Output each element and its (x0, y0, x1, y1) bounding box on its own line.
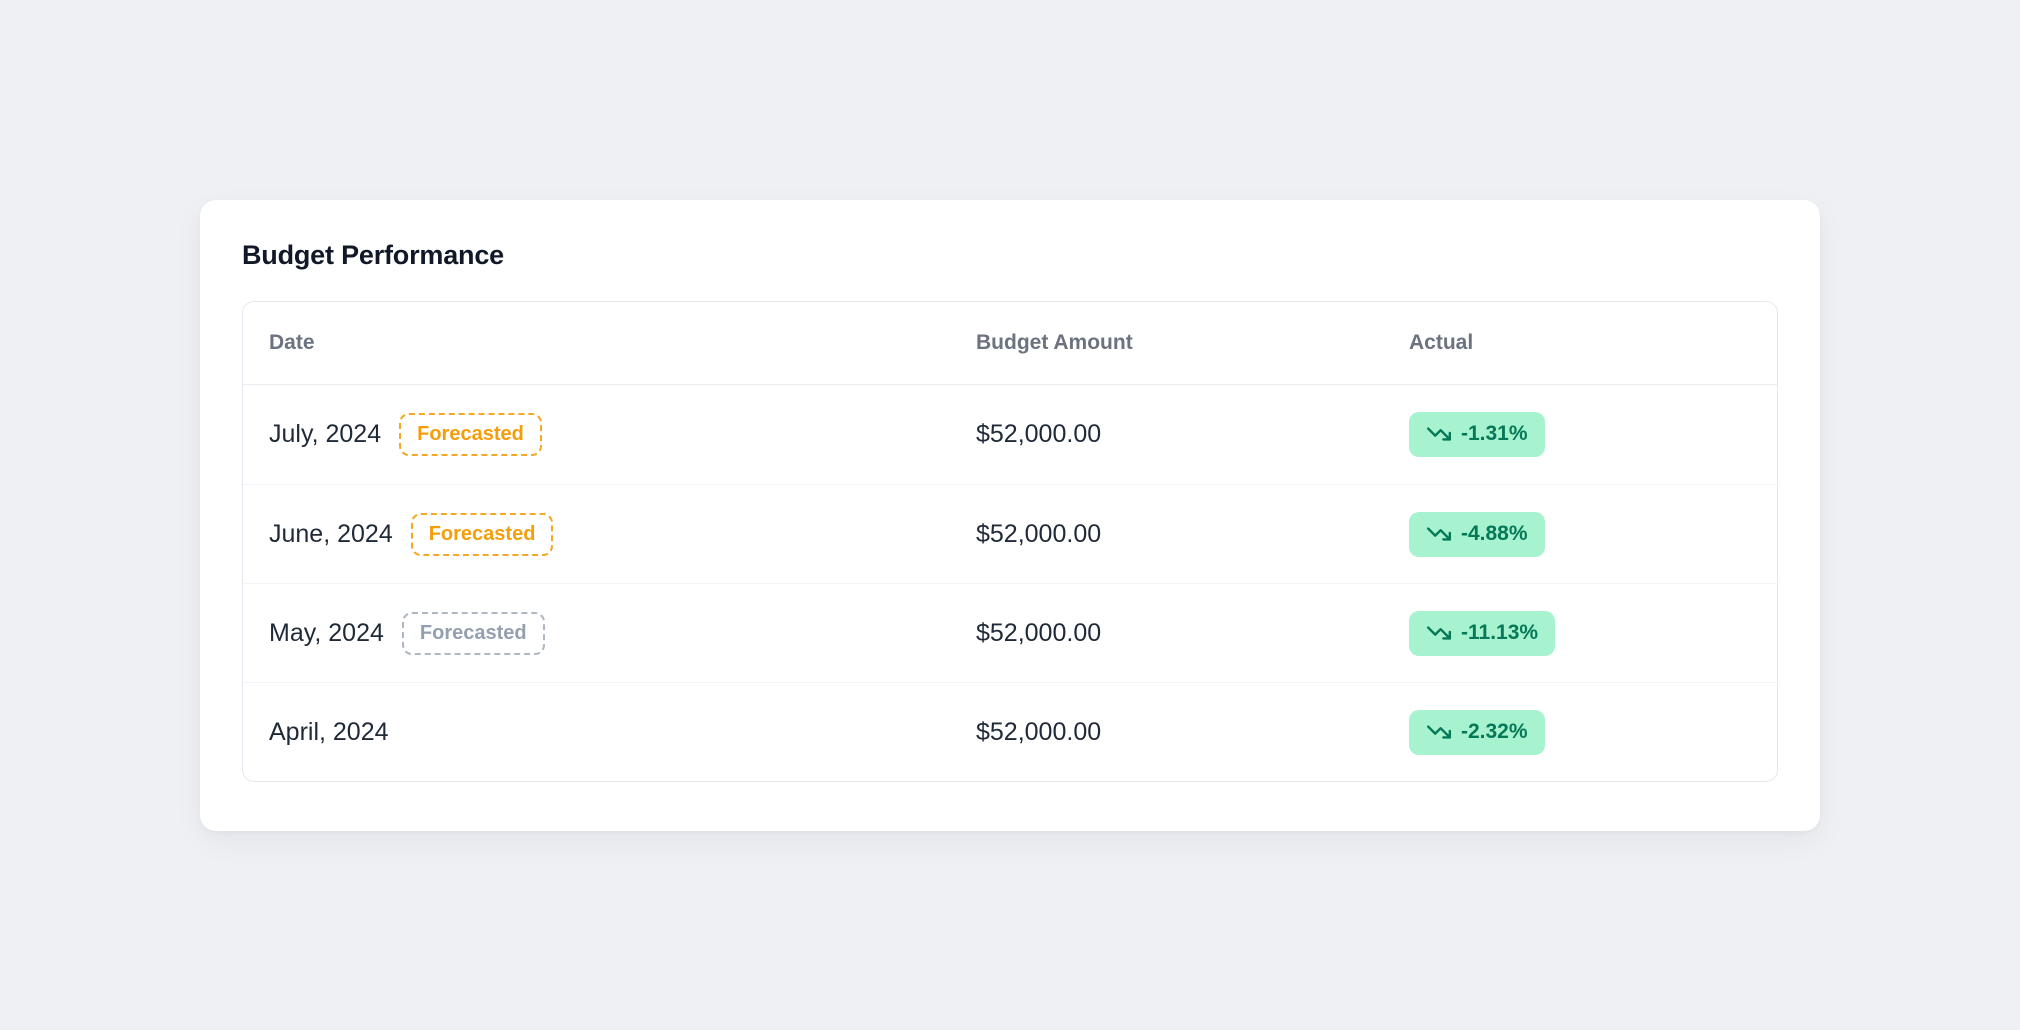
date-cell: April, 2024 (269, 718, 976, 747)
forecasted-badge: Forecasted (399, 413, 542, 456)
table-row: June, 2024 Forecasted $52,000.00 -4.88% (243, 484, 1777, 583)
budget-amount: $52,000.00 (976, 420, 1102, 448)
budget-amount-cell: $52,000.00 (976, 718, 1409, 747)
actual-change-value: -4.88% (1461, 521, 1528, 545)
date-label: May, 2024 (269, 618, 384, 647)
actual-cell: -1.31% (1409, 412, 1777, 457)
table-header-row: Date Budget Amount Actual (243, 302, 1777, 385)
card-title: Budget Performance (242, 240, 504, 270)
budget-amount: $52,000.00 (976, 519, 1102, 548)
actual-change-value: -11.13% (1461, 620, 1539, 644)
actual-cell: -4.88% (1409, 511, 1777, 557)
actual-cell: -11.13% (1409, 610, 1777, 656)
date-cell: July, 2024 Forecasted (269, 413, 976, 456)
table-row: April, 2024 $52,000.00 -2.32% (243, 682, 1777, 781)
actual-cell: -2.32% (1409, 709, 1777, 755)
date-cell: May, 2024 Forecasted (269, 611, 976, 655)
budget-performance-card: Budget Performance Date Budget Amount Ac… (200, 200, 1820, 831)
forecasted-badge: Forecasted (410, 512, 554, 556)
budget-amount: $52,000.00 (976, 717, 1102, 746)
actual-change-badge: -2.32% (1409, 709, 1545, 755)
budget-table: Date Budget Amount Actual July, 2024 For… (242, 301, 1778, 782)
date-label: June, 2024 (269, 519, 393, 548)
budget-amount: $52,000.00 (976, 618, 1102, 647)
date-cell: June, 2024 Forecasted (269, 512, 976, 556)
actual-change-badge: -4.88% (1409, 511, 1545, 557)
trending-down-icon (1426, 724, 1452, 739)
actual-change-badge: -11.13% (1409, 610, 1556, 656)
actual-change-badge: -1.31% (1409, 412, 1545, 457)
column-header-budget-amount: Budget Amount (976, 331, 1133, 354)
date-label: April, 2024 (269, 717, 389, 746)
forecasted-badge: Forecasted (401, 611, 545, 655)
budget-amount-cell: $52,000.00 (976, 619, 1409, 648)
trending-down-icon (1426, 625, 1452, 640)
date-label: July, 2024 (269, 420, 382, 448)
table-row: May, 2024 Forecasted $52,000.00 -11.13% (243, 583, 1777, 682)
budget-amount-cell: $52,000.00 (976, 520, 1409, 549)
trending-down-icon (1426, 427, 1452, 441)
trending-down-icon (1426, 526, 1452, 541)
column-header-actual: Actual (1409, 331, 1474, 354)
budget-amount-cell: $52,000.00 (976, 420, 1409, 449)
table-row: July, 2024 Forecasted $52,000.00 -1.31% (243, 385, 1777, 484)
actual-change-value: -2.32% (1461, 719, 1528, 743)
actual-change-value: -1.31% (1461, 422, 1528, 446)
column-header-date: Date (269, 331, 315, 354)
